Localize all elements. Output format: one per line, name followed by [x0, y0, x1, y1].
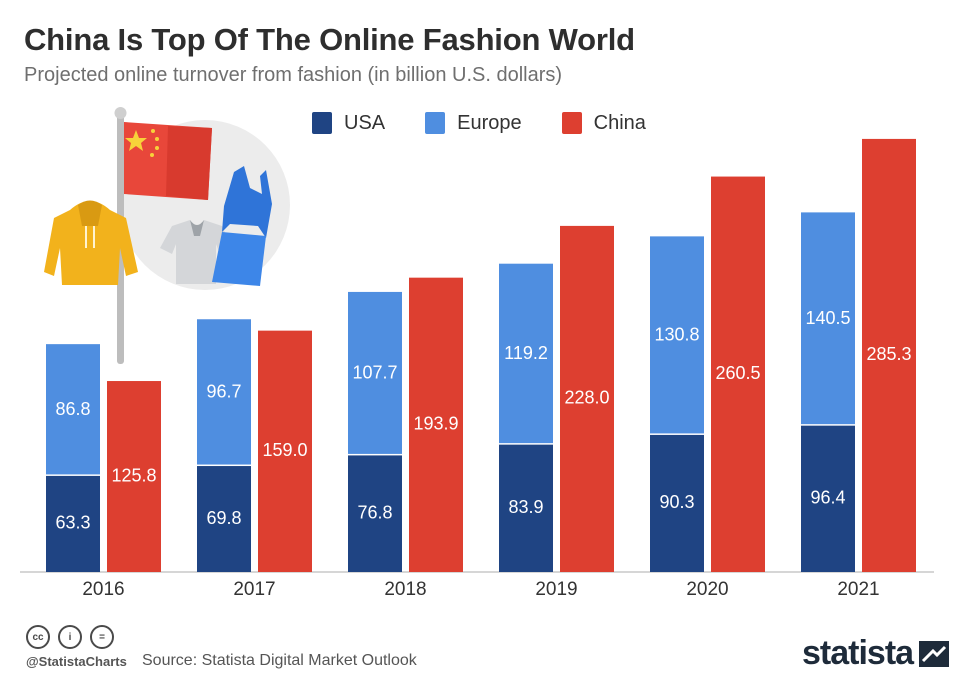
x-tick-2020: 2020 — [686, 579, 728, 600]
label-china-2020: 260.5 — [715, 363, 760, 383]
by-icon: i — [58, 625, 82, 649]
hoodie-icon — [44, 200, 138, 285]
x-tick-2017: 2017 — [233, 579, 275, 600]
legend-item-europe: Europe — [425, 112, 522, 135]
label-usa-2021: 96.4 — [810, 488, 845, 508]
nd-icon: = — [90, 625, 114, 649]
cc-icon: cc — [26, 625, 50, 649]
x-tick-2021: 2021 — [837, 579, 879, 600]
label-europe-2020: 130.8 — [654, 324, 699, 344]
bar-china-2020 — [711, 176, 765, 572]
legend-swatch-europe — [425, 112, 446, 134]
legend-label-china: China — [593, 111, 646, 134]
bar-europe-2019 — [499, 263, 553, 444]
bar-china-2017 — [258, 330, 312, 572]
label-usa-2020: 90.3 — [659, 492, 694, 512]
label-usa-2016: 63.3 — [55, 513, 90, 533]
flagpole-top-icon — [114, 107, 127, 119]
label-china-2017: 159.0 — [262, 440, 307, 460]
label-europe-2018: 107.7 — [352, 362, 397, 382]
statista-mark-icon — [919, 640, 950, 667]
legend-label-europe: Europe — [457, 111, 522, 134]
bar-china-2021 — [862, 138, 916, 572]
legend-label-usa: USA — [344, 111, 386, 134]
label-europe-2016: 86.8 — [55, 399, 90, 419]
x-tick-2016: 2016 — [82, 579, 124, 600]
bar-china-2018 — [409, 277, 463, 572]
label-europe-2021: 140.5 — [805, 308, 850, 328]
label-usa-2017: 69.8 — [206, 508, 241, 528]
source-note: Source: Statista Digital Market Outlook — [142, 652, 417, 669]
label-usa-2018: 76.8 — [357, 502, 392, 522]
legend-swatch-china — [561, 112, 582, 134]
bar-usa-2017 — [197, 466, 251, 572]
label-europe-2017: 96.7 — [206, 381, 241, 401]
bar-usa-2018 — [348, 455, 402, 572]
bar-china-2016 — [107, 381, 161, 572]
x-tick-2019: 2019 — [535, 579, 577, 600]
label-china-2019: 228.0 — [564, 388, 609, 408]
chart-subtitle: Projected online turnover from fashion (… — [24, 64, 563, 86]
bar-europe-2016 — [46, 344, 100, 475]
bar-europe-2020 — [650, 236, 704, 434]
label-china-2021: 285.3 — [866, 344, 911, 364]
statista-logo[interactable]: statista — [802, 634, 950, 673]
legend-swatch-usa — [312, 112, 332, 134]
x-tick-2018: 2018 — [384, 579, 426, 600]
bar-europe-2021 — [801, 212, 855, 425]
tshirt-icon — [160, 220, 232, 284]
bar-china-2019 — [560, 225, 614, 572]
bar-usa-2016 — [46, 475, 100, 572]
bar-europe-2018 — [348, 291, 402, 454]
dress-icon — [212, 166, 272, 286]
legend-item-china: China — [561, 111, 646, 135]
bar-usa-2021 — [801, 425, 855, 572]
legend-item-usa: USA — [312, 112, 385, 135]
bar-europe-2017 — [197, 319, 251, 465]
chart-legend: USA Europe China — [312, 110, 686, 136]
brand-wordmark: statista — [802, 634, 914, 672]
chart-title: China Is Top Of The Online Fashion World — [24, 22, 635, 57]
label-usa-2019: 83.9 — [508, 497, 543, 517]
license-icons: cc i = — [26, 625, 122, 649]
label-china-2018: 193.9 — [413, 414, 458, 434]
bar-usa-2020 — [650, 434, 704, 572]
label-china-2016: 125.8 — [111, 465, 156, 485]
china-flag-icon — [124, 122, 212, 200]
bar-usa-2019 — [499, 444, 553, 572]
label-europe-2019: 119.2 — [504, 343, 548, 363]
social-handle[interactable]: @StatistaCharts — [26, 654, 127, 669]
